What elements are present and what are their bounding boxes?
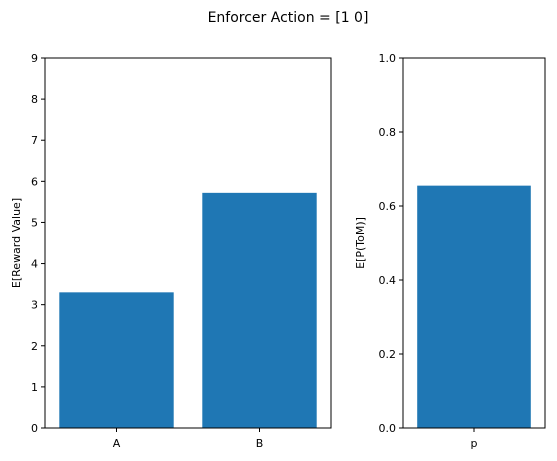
y-axis-label: E[Reward Value]: [10, 198, 23, 288]
y-tick-label: 9: [31, 52, 38, 65]
y-tick-label: 1: [31, 381, 38, 394]
tom-chart: 0.0 0.2 0.4 0.6 0.8 1.0 p E[P(ToM)]: [354, 52, 546, 450]
y-tick-label: 0.2: [379, 348, 397, 361]
y-tick-label: 0.4: [379, 274, 397, 287]
bar-A: [59, 292, 174, 428]
bar-B: [202, 192, 317, 428]
x-tick-label: A: [113, 437, 121, 450]
y-tick-label: 4: [31, 258, 38, 271]
y-tick-label: 0.0: [379, 422, 397, 435]
y-tick-label: 0.8: [379, 126, 397, 139]
figure-title: Enforcer Action = [1 0]: [208, 10, 369, 26]
y-tick-label: 7: [31, 134, 38, 147]
y-tick-label: 8: [31, 93, 38, 106]
y-tick-label: 1.0: [379, 52, 397, 65]
x-tick-label: p: [471, 437, 478, 450]
y-axis-label: E[P(ToM)]: [354, 217, 367, 269]
plot-frame: [44, 57, 332, 429]
y-tick-label: 0.6: [379, 200, 397, 213]
x-tick-label: B: [256, 437, 264, 450]
y-tick-label: 6: [31, 175, 38, 188]
bar-p: [417, 185, 531, 428]
y-tick-label: 5: [31, 216, 38, 229]
y-tick-label: 2: [31, 340, 38, 353]
y-tick-label: 0: [31, 422, 38, 435]
reward-chart: 0 1 2 3 4 5 6 7 8 9 A B E[Reward Value]: [10, 52, 332, 450]
y-tick-label: 3: [31, 299, 38, 312]
